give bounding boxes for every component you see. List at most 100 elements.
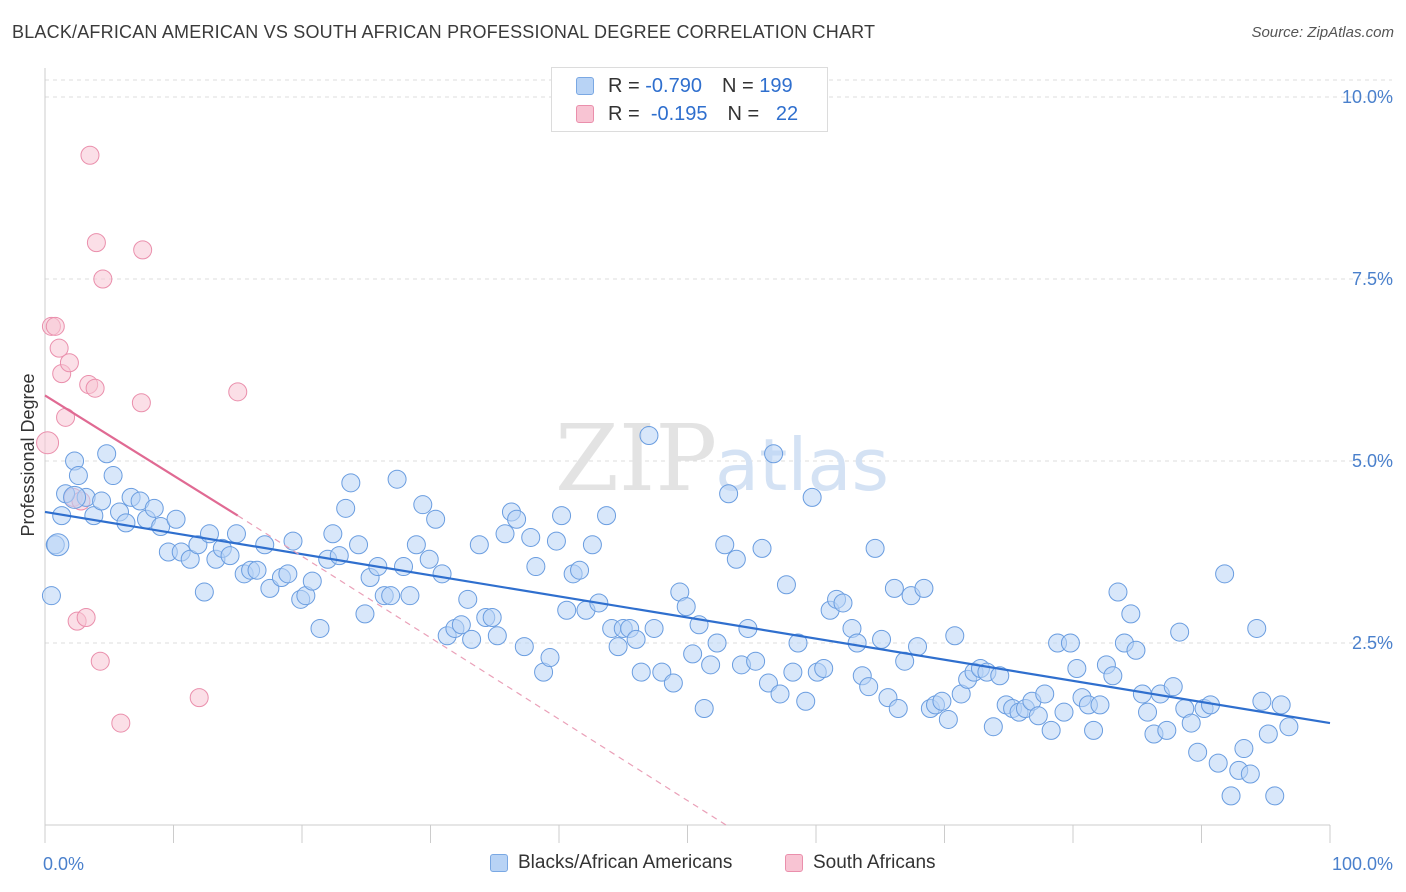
- data-point: [116, 513, 136, 533]
- data-point: [1035, 684, 1055, 704]
- r-label: R =: [608, 74, 640, 97]
- data-point: [432, 564, 452, 584]
- data-point: [847, 633, 867, 653]
- data-point: [1041, 720, 1061, 740]
- data-point: [1028, 706, 1048, 726]
- data-point: [1067, 658, 1087, 678]
- y-tick-label: 7.5%: [1352, 269, 1393, 289]
- data-point: [707, 633, 727, 653]
- data-point: [111, 713, 131, 733]
- data-point: [189, 688, 209, 708]
- data-point: [194, 582, 214, 602]
- data-point: [228, 382, 248, 402]
- data-point: [626, 629, 646, 649]
- data-point: [764, 444, 784, 464]
- data-point: [45, 316, 65, 336]
- data-point: [1252, 691, 1272, 711]
- data-point: [1121, 604, 1141, 624]
- data-point: [597, 506, 617, 526]
- legend-label: Blacks/African Americans: [518, 852, 733, 873]
- data-point: [663, 673, 683, 693]
- data-point: [68, 466, 88, 486]
- series-blacks: [41, 426, 1299, 806]
- data-point: [776, 575, 796, 595]
- data-point: [86, 233, 106, 253]
- data-point: [1181, 713, 1201, 733]
- data-point: [406, 535, 426, 555]
- blue-swatch-icon: [576, 77, 594, 95]
- data-point: [1208, 753, 1228, 773]
- data-point: [938, 709, 958, 729]
- data-point: [908, 637, 928, 657]
- data-point: [426, 509, 446, 529]
- data-point: [131, 393, 151, 413]
- data-point: [1215, 564, 1235, 584]
- data-point: [1126, 640, 1146, 660]
- data-point: [90, 651, 110, 671]
- legend-row-blacks: R = -0.790 N = 199: [576, 74, 793, 98]
- data-point: [758, 673, 778, 693]
- data-point: [247, 560, 267, 580]
- data-point: [76, 608, 96, 628]
- data-point-large: [46, 533, 70, 557]
- data-point: [92, 491, 112, 511]
- data-point: [278, 564, 298, 584]
- data-point: [557, 600, 577, 620]
- data-point: [701, 655, 721, 675]
- data-point: [336, 498, 356, 518]
- data-point: [133, 240, 153, 260]
- data-point: [188, 535, 208, 555]
- legend-label: South Africans: [813, 852, 936, 873]
- n-label: N =: [727, 102, 760, 125]
- data-point: [1240, 764, 1260, 784]
- y-axis-label: Professional Degree: [18, 373, 38, 536]
- data-point: [1258, 724, 1278, 744]
- data-point: [469, 535, 489, 555]
- watermark-atlas: atlas: [715, 423, 889, 507]
- data-point: [783, 662, 803, 682]
- data-point: [914, 578, 934, 598]
- data-point: [802, 487, 822, 507]
- data-point: [1103, 666, 1123, 686]
- data-point: [103, 466, 123, 486]
- data-point: [1084, 720, 1104, 740]
- data-point: [495, 524, 515, 544]
- data-point: [458, 589, 478, 609]
- data-point: [487, 626, 507, 646]
- data-point: [80, 145, 100, 165]
- data-point: [355, 604, 375, 624]
- data-point: [526, 557, 546, 577]
- data-point: [859, 677, 879, 697]
- data-point: [514, 637, 534, 657]
- data-point: [220, 546, 240, 566]
- data-point: [884, 578, 904, 598]
- data-point: [570, 560, 590, 580]
- data-point: [652, 662, 672, 682]
- data-point: [400, 586, 420, 606]
- trend-extension-south-africans: [237, 515, 727, 826]
- data-point: [814, 658, 834, 678]
- data-point: [694, 699, 714, 719]
- data-point: [683, 644, 703, 664]
- data-point: [752, 538, 772, 558]
- data-point: [983, 717, 1003, 737]
- data-point: [93, 269, 113, 289]
- r-label: R =: [608, 102, 640, 125]
- data-point: [770, 684, 790, 704]
- data-point: [833, 593, 853, 613]
- data-point: [872, 629, 892, 649]
- pink-swatch-icon: [785, 854, 803, 872]
- data-point: [1138, 702, 1158, 722]
- trend-line-south-africans: [44, 394, 239, 517]
- data-point: [302, 571, 322, 591]
- data-point: [341, 473, 361, 493]
- data-point: [323, 524, 343, 544]
- data-point: [1060, 633, 1080, 653]
- x-tick-label-max: 100.0%: [1332, 854, 1393, 874]
- data-point: [255, 535, 275, 555]
- data-point: [349, 535, 369, 555]
- data-point: [451, 615, 471, 635]
- data-point-large: [63, 485, 87, 509]
- legend-item-south-africans: South Africans: [785, 852, 936, 874]
